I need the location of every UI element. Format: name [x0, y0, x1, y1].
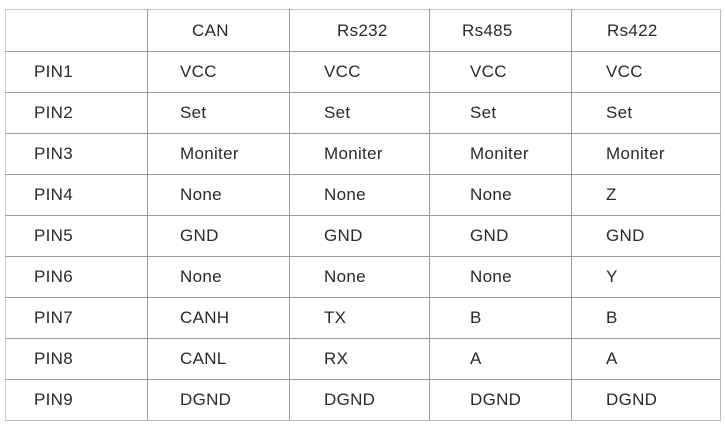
- header-row: CAN Rs232 Rs485 Rs422: [5, 9, 721, 52]
- cell-rs232: None: [289, 174, 430, 216]
- table-row: PIN5 GND GND GND GND: [5, 215, 721, 257]
- table-row: PIN3 Moniter Moniter Moniter Moniter: [5, 133, 721, 175]
- cell-rs485: Set: [429, 92, 572, 134]
- cell-rs422: Z: [571, 174, 721, 216]
- table-row: PIN1 VCC VCC VCC VCC: [5, 51, 721, 93]
- cell-pin: PIN5: [5, 215, 148, 257]
- cell-rs232: TX: [289, 297, 430, 339]
- cell-rs422: A: [571, 338, 721, 380]
- cell-rs232: VCC: [289, 51, 430, 93]
- cell-rs232: DGND: [289, 379, 430, 421]
- cell-rs485: None: [429, 174, 572, 216]
- cell-can: None: [147, 174, 290, 216]
- cell-can: CANL: [147, 338, 290, 380]
- cell-pin: PIN3: [5, 133, 148, 175]
- pin-table: CAN Rs232 Rs485 Rs422 PIN1 VCC VCC VCC VCC PI…: [5, 9, 721, 421]
- cell-pin: PIN1: [5, 51, 148, 93]
- header-cell-rs232: Rs232: [289, 9, 430, 52]
- cell-can: VCC: [147, 51, 290, 93]
- cell-can: CANH: [147, 297, 290, 339]
- cell-rs422: Moniter: [571, 133, 721, 175]
- cell-pin: PIN7: [5, 297, 148, 339]
- cell-rs422: GND: [571, 215, 721, 257]
- cell-rs232: Moniter: [289, 133, 430, 175]
- table-row: PIN9 DGND DGND DGND DGND: [5, 379, 721, 421]
- cell-rs485: None: [429, 256, 572, 298]
- cell-rs485: Moniter: [429, 133, 572, 175]
- header-cell-can: CAN: [147, 9, 290, 52]
- table-row: PIN8 CANL RX A A: [5, 338, 721, 380]
- table-row: PIN6 None None None Y: [5, 256, 721, 298]
- table-row: PIN7 CANH TX B B: [5, 297, 721, 339]
- cell-can: Set: [147, 92, 290, 134]
- cell-rs485: DGND: [429, 379, 572, 421]
- cell-rs485: VCC: [429, 51, 572, 93]
- cell-rs422: DGND: [571, 379, 721, 421]
- header-cell-empty: [5, 9, 148, 52]
- header-cell-rs485: Rs485: [429, 9, 572, 52]
- cell-rs232: Set: [289, 92, 430, 134]
- cell-rs485: GND: [429, 215, 572, 257]
- cell-can: DGND: [147, 379, 290, 421]
- cell-rs422: Y: [571, 256, 721, 298]
- cell-rs485: B: [429, 297, 572, 339]
- cell-pin: PIN6: [5, 256, 148, 298]
- cell-can: GND: [147, 215, 290, 257]
- cell-can: Moniter: [147, 133, 290, 175]
- cell-pin: PIN8: [5, 338, 148, 380]
- table-row: PIN4 None None None Z: [5, 174, 721, 216]
- cell-rs232: None: [289, 256, 430, 298]
- cell-rs422: B: [571, 297, 721, 339]
- cell-rs422: Set: [571, 92, 721, 134]
- table-row: PIN2 Set Set Set Set: [5, 92, 721, 134]
- cell-rs232: RX: [289, 338, 430, 380]
- cell-can: None: [147, 256, 290, 298]
- header-cell-rs422: Rs422: [571, 9, 721, 52]
- cell-pin: PIN2: [5, 92, 148, 134]
- cell-pin: PIN4: [5, 174, 148, 216]
- cell-rs485: A: [429, 338, 572, 380]
- cell-rs232: GND: [289, 215, 430, 257]
- cell-pin: PIN9: [5, 379, 148, 421]
- cell-rs422: VCC: [571, 51, 721, 93]
